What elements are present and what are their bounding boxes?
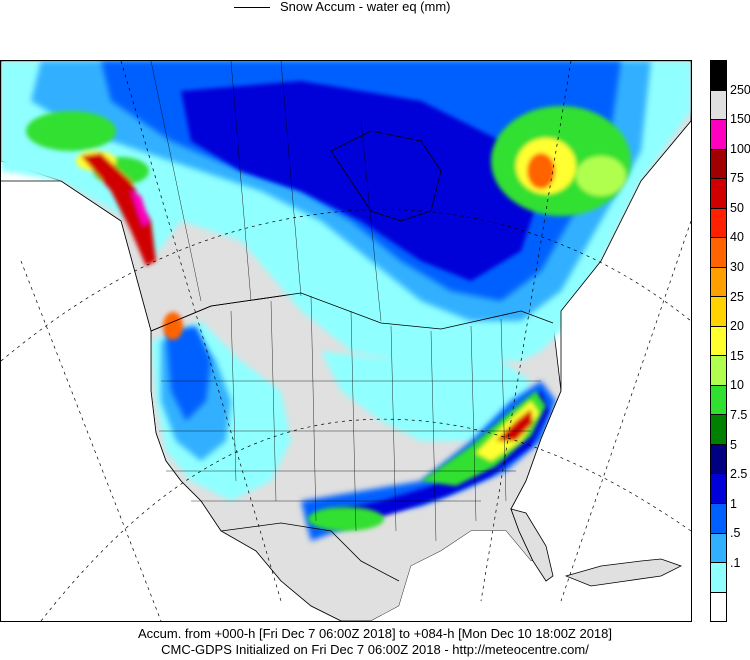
scale-label-slot: 30 xyxy=(730,237,750,274)
ocean-atlantic xyxy=(371,121,691,621)
scale-label: 30 xyxy=(730,260,744,275)
scale-label-slot: 50 xyxy=(730,178,750,215)
scale-label: 15 xyxy=(730,348,744,363)
scale-label: 10 xyxy=(730,378,744,393)
scale-label-slot: 10 xyxy=(730,356,750,392)
scale-swatch xyxy=(711,179,726,209)
graticule-lat-1 xyxy=(40,418,691,621)
scale-label-slot: 100 xyxy=(730,119,750,156)
scale-swatch xyxy=(711,503,726,534)
scale-swatch xyxy=(711,326,726,357)
snow-green-labrador-east xyxy=(576,156,626,196)
coastline-east xyxy=(510,120,691,510)
scale-label: .1 xyxy=(730,555,741,570)
snow-green-alaska xyxy=(26,111,116,151)
scale-label: 2.5 xyxy=(730,467,748,482)
scale-swatch xyxy=(711,297,726,327)
us-canada-border xyxy=(150,292,554,332)
snow-cyan-midwest xyxy=(321,341,531,441)
graticule-lon-3 xyxy=(480,61,572,602)
scale-label: 50 xyxy=(730,200,744,215)
scale-swatch xyxy=(711,267,726,298)
color-scale-labels: 250 150 100 75 50 40 30 25 20 15 10 7.5 5 2.5 1 .5 .1 xyxy=(730,60,750,622)
scale-swatch xyxy=(711,61,726,91)
us-mexico-border xyxy=(220,522,400,582)
scale-label-slot: 250 xyxy=(730,60,750,97)
scale-swatch xyxy=(711,120,726,150)
scale-swatch xyxy=(711,385,726,416)
scale-swatch xyxy=(711,592,726,622)
snow-green-southern-plains xyxy=(308,507,384,531)
snow-blue-west xyxy=(166,326,211,421)
scale-label: 40 xyxy=(730,230,744,245)
snow-orange-labrador xyxy=(527,153,555,189)
scale-label-slot: 20 xyxy=(730,297,750,333)
scale-label: 20 xyxy=(730,319,744,334)
color-scale-bar xyxy=(710,60,727,622)
scale-swatch xyxy=(711,533,726,564)
snow-orange-cascades xyxy=(163,312,183,340)
caption-model-init: CMC-GDPS Initialized on Fri Dec 7 06:00Z… xyxy=(161,642,589,657)
scale-swatch xyxy=(711,149,726,180)
scale-label-slot xyxy=(730,592,750,622)
scale-swatch xyxy=(711,356,726,386)
scale-label: 5 xyxy=(730,437,737,452)
scale-label: .5 xyxy=(730,526,741,541)
hudson-bay-coast xyxy=(330,130,442,222)
snow-red-midatlantic xyxy=(496,409,533,441)
scale-label-slot: 40 xyxy=(730,208,750,244)
scale-label-slot: 15 xyxy=(730,326,750,363)
legend-line-swatch xyxy=(234,6,270,8)
scale-swatch xyxy=(711,208,726,239)
state-lines xyxy=(159,295,541,542)
scale-label: 1 xyxy=(730,496,737,511)
scale-label-slot: .5 xyxy=(730,504,750,540)
scale-label: 75 xyxy=(730,171,744,186)
scale-label-slot: 7.5 xyxy=(730,385,750,422)
map-legend: Snow Accum - water eq (mm) xyxy=(234,0,451,14)
legend-series-label: Snow Accum - water eq (mm) xyxy=(280,0,451,14)
scale-label-slot: 25 xyxy=(730,267,750,304)
snow-red-bc-coast xyxy=(81,153,156,266)
scale-label: 25 xyxy=(730,289,744,304)
scale-swatch xyxy=(711,474,726,504)
snow-green-midatlantic xyxy=(421,391,546,486)
scale-swatch xyxy=(711,415,726,445)
snow-accumulation-map xyxy=(1,61,691,621)
scale-label-slot: 75 xyxy=(730,149,750,185)
scale-swatch xyxy=(711,90,726,121)
scale-label: 150 xyxy=(730,112,750,127)
scale-label-slot: 1 xyxy=(730,474,750,511)
scale-label-slot: 5 xyxy=(730,415,750,452)
snow-darkblue-hudson xyxy=(181,81,541,281)
ocean-pacific xyxy=(1,181,341,621)
land-cuba-redraw xyxy=(564,558,683,587)
scale-label: 7.5 xyxy=(730,407,748,422)
caption-accumulation-period: Accum. from +000-h [Fri Dec 7 06:00Z 201… xyxy=(137,626,613,641)
land-florida-redraw xyxy=(510,508,554,582)
scale-swatch xyxy=(711,238,726,268)
scale-swatch xyxy=(711,563,726,593)
map-panel xyxy=(0,60,692,622)
scale-label: 250 xyxy=(730,82,750,97)
graticule-lon-2 xyxy=(120,61,282,602)
scale-label-slot: 150 xyxy=(730,90,750,126)
scale-label-slot: 2.5 xyxy=(730,445,750,481)
scale-swatch xyxy=(711,444,726,475)
scale-label-slot xyxy=(730,563,750,593)
province-lines xyxy=(150,61,382,322)
scale-label: 100 xyxy=(730,141,750,156)
graticule-lon-1 xyxy=(20,260,162,621)
scale-label-slot: .1 xyxy=(730,533,750,570)
snow-pink-bc-coast xyxy=(131,191,149,226)
